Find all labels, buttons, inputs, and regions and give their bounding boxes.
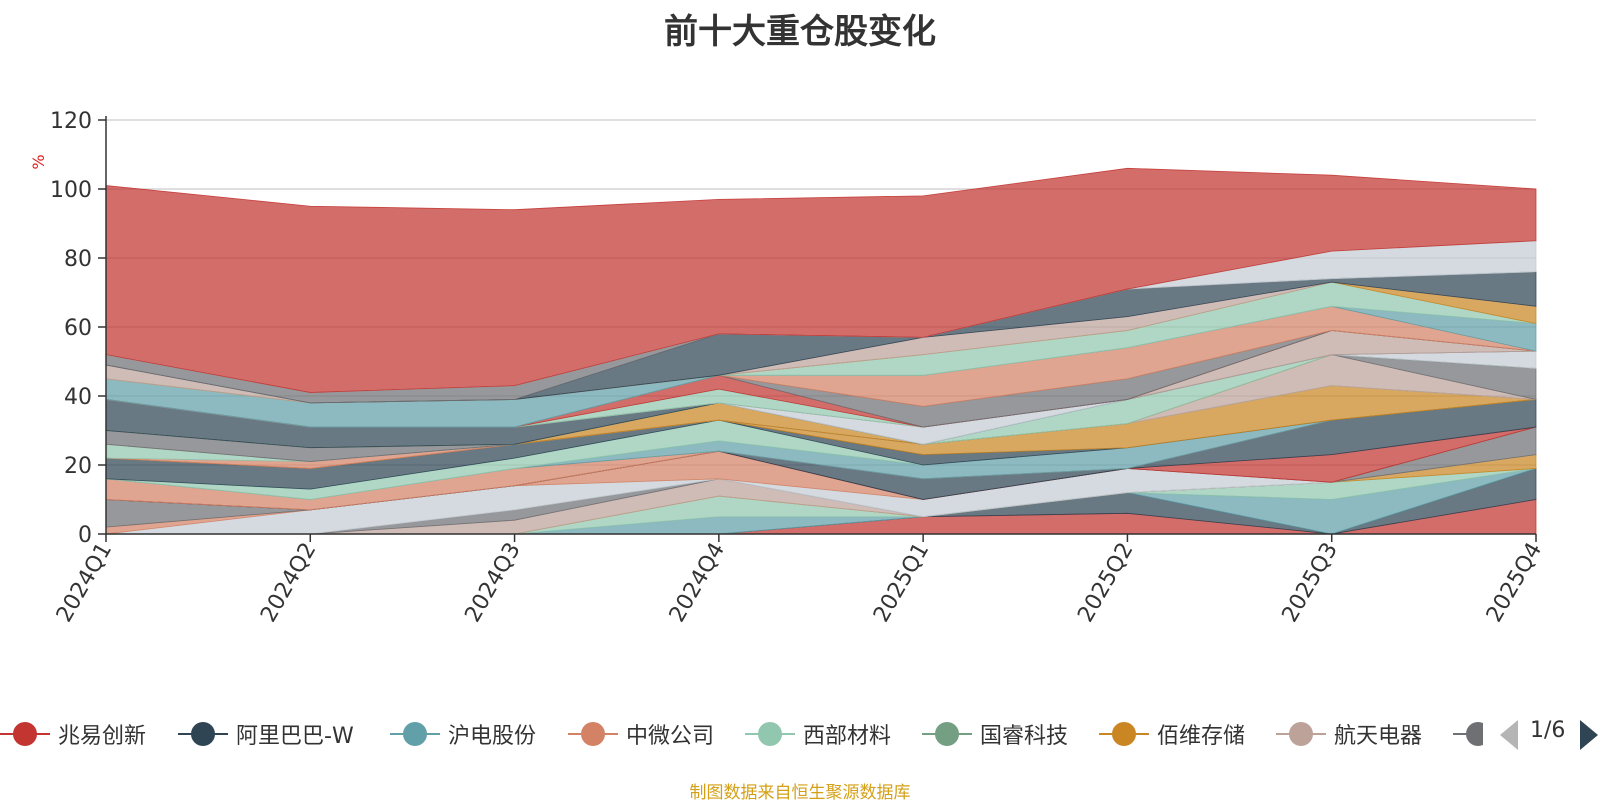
area-series-39 bbox=[105, 167, 1537, 393]
x-tick-label: 2025Q3 bbox=[1278, 539, 1343, 627]
legend-label: 国睿科技 bbox=[980, 724, 1069, 749]
source-note: 制图数据来自恒生聚源数据库 bbox=[689, 783, 911, 803]
legend-marker-icon bbox=[1099, 716, 1149, 752]
legend-marker-icon bbox=[178, 716, 228, 752]
legend-marker-icon bbox=[390, 716, 440, 752]
series-layer bbox=[105, 167, 1537, 535]
legend-marker-icon bbox=[1453, 716, 1483, 752]
legend-marker-icon bbox=[0, 716, 50, 752]
legend-label: 佰维存储 bbox=[1157, 724, 1246, 749]
legend-marker-icon bbox=[1276, 716, 1326, 752]
legend-marker-icon bbox=[745, 716, 795, 752]
y-tick-label: 40 bbox=[64, 385, 92, 410]
legend: 兆易创新 阿里巴巴-W 沪电股份 中微公司 西部材料 国睿科技 佰维存储 航天电器 bbox=[0, 716, 1600, 752]
legend-item[interactable]: 西部材料 bbox=[745, 716, 891, 752]
legend-item[interactable]: 佰维存储 bbox=[1099, 716, 1245, 752]
legend-label: 阿里巴巴-W bbox=[236, 724, 354, 749]
legend-marker-icon bbox=[568, 716, 618, 752]
legend-item[interactable]: 阿里巴巴-W bbox=[178, 716, 354, 752]
legend-marker-icon bbox=[922, 716, 972, 752]
y-tick-label: 60 bbox=[64, 316, 92, 341]
x-tick-label: 2024Q4 bbox=[665, 539, 730, 627]
legend-item[interactable] bbox=[1453, 716, 1483, 752]
legend-item[interactable]: 兆易创新 bbox=[0, 716, 146, 752]
legend-label: 兆易创新 bbox=[58, 724, 147, 749]
y-axis-label: % bbox=[29, 154, 48, 169]
legend-item[interactable]: 国睿科技 bbox=[922, 716, 1068, 752]
legend-page-indicator: 1/6 bbox=[1530, 718, 1566, 743]
legend-item[interactable]: 航天电器 bbox=[1276, 716, 1422, 752]
x-tick-label: 2024Q1 bbox=[52, 539, 117, 627]
legend-label: 航天电器 bbox=[1334, 724, 1423, 749]
y-tick-label: 100 bbox=[50, 178, 92, 203]
y-tick-label: 0 bbox=[78, 523, 92, 548]
y-tick-label: 80 bbox=[64, 247, 92, 272]
legend-label: 中微公司 bbox=[626, 724, 715, 749]
legend-item[interactable]: 沪电股份 bbox=[390, 716, 536, 752]
x-tick-label: 2025Q4 bbox=[1482, 539, 1547, 627]
x-tick-label: 2024Q3 bbox=[460, 539, 525, 627]
x-tick-label: 2024Q2 bbox=[256, 539, 321, 627]
legend-next-page-button[interactable] bbox=[1580, 720, 1598, 750]
x-tick-label: 2025Q2 bbox=[1073, 539, 1138, 627]
legend-item[interactable]: 中微公司 bbox=[568, 716, 714, 752]
legend-label: 西部材料 bbox=[803, 724, 892, 749]
legend-label: 沪电股份 bbox=[448, 724, 537, 749]
legend-prev-page-button[interactable] bbox=[1500, 720, 1518, 750]
y-tick-label: 120 bbox=[50, 109, 92, 134]
chart-title: 前十大重仓股变化 bbox=[664, 12, 936, 52]
x-tick-label: 2025Q1 bbox=[869, 539, 934, 627]
y-tick-label: 20 bbox=[64, 454, 92, 479]
